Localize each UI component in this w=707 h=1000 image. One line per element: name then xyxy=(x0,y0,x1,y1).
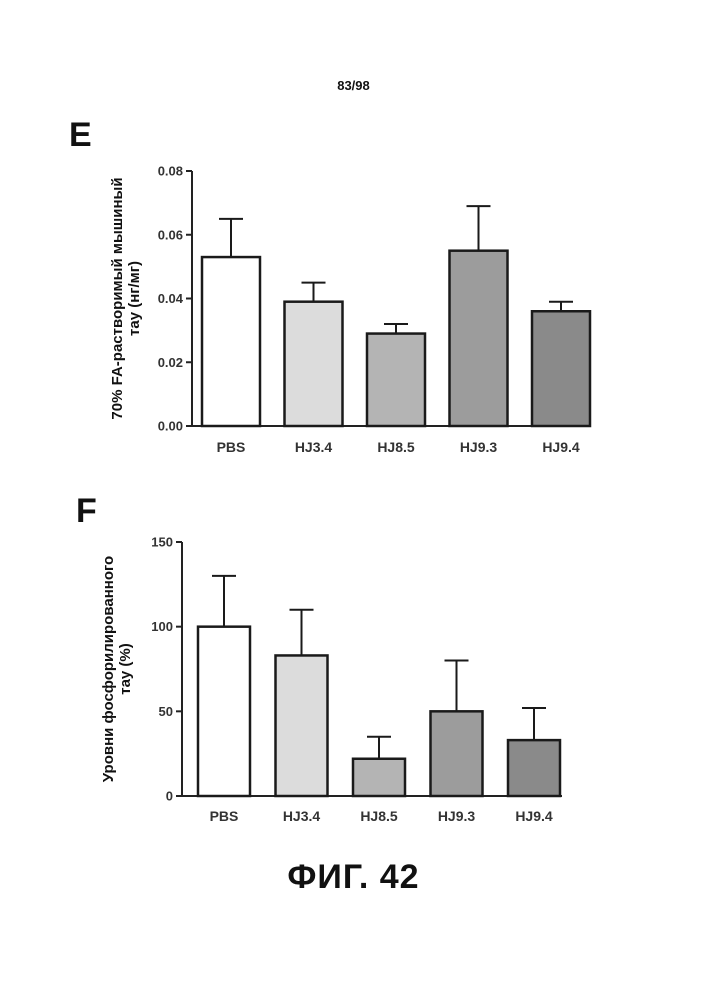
bar-pbs xyxy=(198,627,250,796)
y-tick-label: 0 xyxy=(166,789,173,804)
figure-caption: ФИГ. 42 xyxy=(0,858,707,897)
bar-hj9-3 xyxy=(450,251,508,426)
bar-hj3-4 xyxy=(285,302,343,426)
chart-f: 0 50 100 150 PBS HJ3.4 HJ8.5 HJ9.3 HJ9.4 Уровни ф… xyxy=(0,520,707,840)
category-label: PBS xyxy=(210,808,239,824)
category-label: HJ9.4 xyxy=(542,439,580,455)
y-tick-label: 0.00 xyxy=(158,419,183,434)
y-tick-label: 100 xyxy=(151,619,173,634)
y-tick-label: 0.02 xyxy=(158,355,183,370)
y-axis-title-line: 70% FA-растворимый мышиный xyxy=(109,177,126,419)
category-label: HJ3.4 xyxy=(295,439,333,455)
bar-hj9-4 xyxy=(532,311,590,426)
category-label: HJ9.4 xyxy=(515,808,553,824)
category-label: HJ3.4 xyxy=(283,808,321,824)
category-label: HJ8.5 xyxy=(360,808,398,824)
bar-pbs xyxy=(202,257,260,426)
category-label: HJ9.3 xyxy=(460,439,498,455)
y-tick-label: 50 xyxy=(159,704,173,719)
bar-hj8-5 xyxy=(353,759,405,796)
y-tick-label: 0.04 xyxy=(158,291,184,306)
y-tick-label: 0.06 xyxy=(158,227,183,242)
category-label: PBS xyxy=(217,439,246,455)
bar-hj9-3 xyxy=(431,711,483,796)
y-axis-title-line: Уровни фосфорилированного xyxy=(100,556,117,782)
y-axis-title-line: тау (%) xyxy=(117,643,134,695)
y-axis-title: Уровни фосфорилированноготау (%) xyxy=(100,556,134,782)
y-axis-title-line: тау (нг/мг) xyxy=(126,261,143,336)
y-axis-title: 70% FA-растворимый мышиныйтау (нг/мг) xyxy=(109,177,143,419)
y-tick-label: 150 xyxy=(151,535,173,550)
y-tick-label: 0.08 xyxy=(158,164,183,179)
chart-e: 0.00 0.02 0.04 0.06 0.08 PBS HJ3.4 HJ8.5 HJ9.3 HJ… xyxy=(0,140,707,480)
bar-hj3-4 xyxy=(276,655,328,796)
bar-hj9-4 xyxy=(508,740,560,796)
page-number: 83/98 xyxy=(0,78,707,93)
category-label: HJ8.5 xyxy=(377,439,415,455)
category-label: HJ9.3 xyxy=(438,808,476,824)
bar-hj8-5 xyxy=(367,334,425,426)
